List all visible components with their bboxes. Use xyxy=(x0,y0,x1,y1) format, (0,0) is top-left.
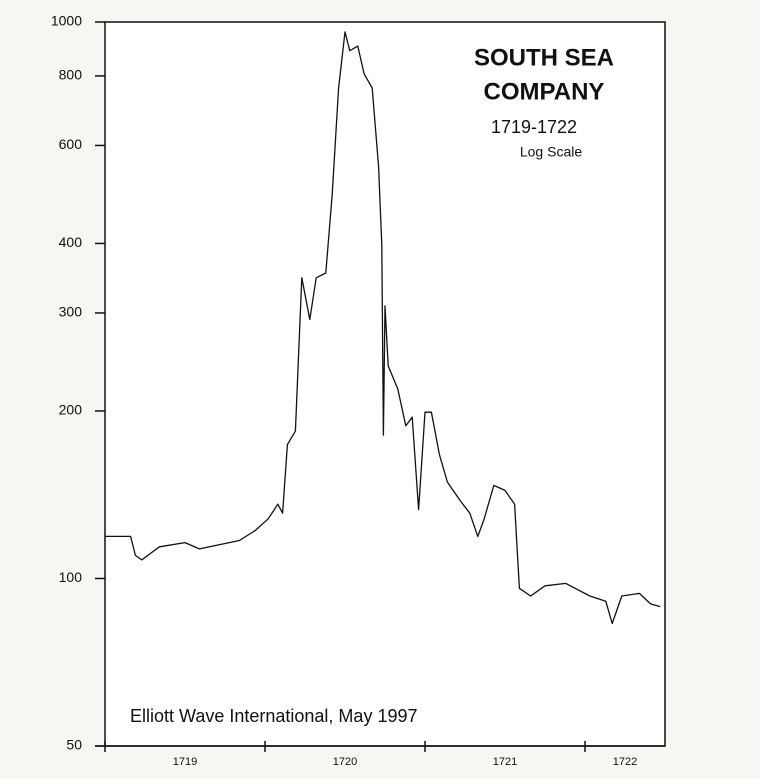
x-tick-label: 1720 xyxy=(333,756,357,768)
x-tick-label: 1721 xyxy=(493,756,517,768)
chart-title: SOUTH SEA xyxy=(474,44,614,71)
chart-subtitle: 1719-1722 xyxy=(491,117,577,137)
y-tick-label: 400 xyxy=(59,234,83,250)
x-tick-label: 1722 xyxy=(613,756,637,768)
y-tick-label: 200 xyxy=(59,402,83,418)
scale-note: Log Scale xyxy=(520,144,582,160)
y-tick-label: 1000 xyxy=(51,13,82,29)
y-tick-label: 600 xyxy=(59,136,83,152)
y-tick-label: 300 xyxy=(59,304,83,320)
price-line xyxy=(105,31,661,625)
chart-title: COMPANY xyxy=(484,78,605,105)
y-tick-label: 50 xyxy=(66,737,82,753)
x-tick-label: 1719 xyxy=(173,756,197,768)
plot-frame xyxy=(104,21,666,747)
y-tick-label: 100 xyxy=(59,569,83,585)
source-note: Elliott Wave International, May 1997 xyxy=(130,706,417,726)
y-tick-label: 800 xyxy=(59,67,83,83)
